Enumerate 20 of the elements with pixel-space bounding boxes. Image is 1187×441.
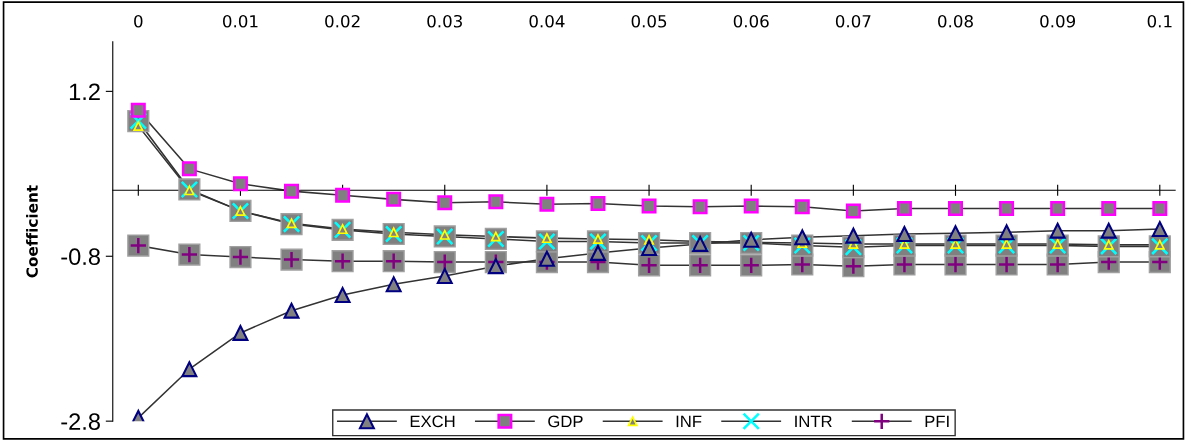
legend-label: EXCH: [410, 415, 455, 428]
legend-label: INTR: [795, 415, 832, 428]
x-tick-label: 0: [134, 14, 143, 28]
x-tick-label: 0.05: [631, 14, 667, 28]
x-tick-label: 0.07: [835, 14, 871, 28]
x-tick-label: 0.09: [1040, 14, 1076, 28]
x-tick-label: 0.03: [427, 14, 462, 28]
y-axis-title: Coefficient: [26, 185, 38, 278]
legend-label: GDP: [548, 415, 583, 428]
x-tick-label: 0.04: [529, 14, 565, 28]
x-tick-label: 0.06: [733, 14, 769, 28]
x-tick-label: 0.08: [938, 14, 973, 28]
x-tick-label: 0.01: [223, 14, 258, 28]
y-tick-label: -2.8: [61, 413, 100, 430]
y-tick-label: -0.8: [61, 248, 100, 266]
legend-label: INF: [676, 415, 702, 428]
legend-label: PFI: [925, 415, 949, 428]
y-tick-label: 1.2: [69, 83, 100, 100]
x-tick-label: 0.1: [1147, 14, 1172, 28]
x-tick-label: 0.02: [325, 14, 360, 28]
